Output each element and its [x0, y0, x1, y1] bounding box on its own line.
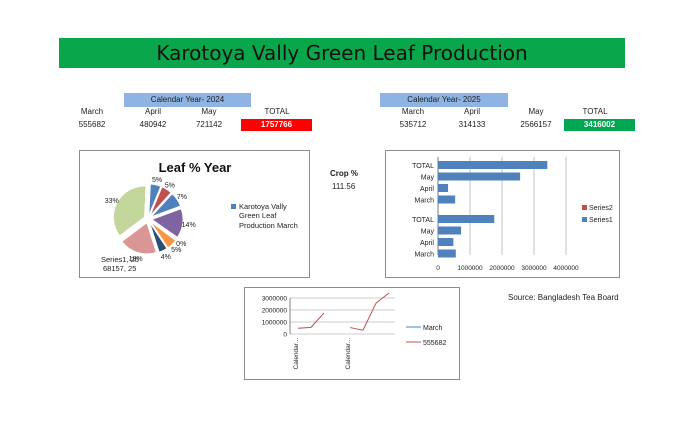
bar: [438, 195, 456, 204]
bar-category-label: April: [420, 186, 434, 193]
pie-chart-panel[interactable]: Leaf % Year 5% 5% 7% 14% 0% 5% 4% 18% 33% Karoto…: [79, 150, 310, 278]
pie-legend-line-2: Green Leaf: [239, 211, 277, 220]
pie-slice: [149, 222, 168, 253]
val-april-2025: 314133: [458, 120, 486, 129]
pie-slice: [148, 183, 162, 216]
pie-slice: [121, 222, 157, 255]
bar: [438, 226, 462, 235]
line-legend-555682: 555682: [423, 340, 446, 347]
line-y-tick-labels: 3000000 2000000 1000000 0: [262, 296, 288, 339]
pie-slice-label: 14%: [182, 222, 196, 229]
pie-slice-label: 4%: [161, 254, 171, 261]
pie-chart-title: Leaf % Year: [159, 160, 232, 175]
val-march-2025: 535712: [399, 120, 427, 129]
pie-slice-label: 33%: [105, 198, 119, 205]
line-series-path: [297, 312, 325, 329]
bar: [438, 161, 548, 169]
pie-slice-label: 5%: [165, 182, 175, 189]
bar: [438, 215, 495, 223]
line-y-tick-label: 2000000: [262, 308, 288, 315]
bar-series: [438, 161, 548, 258]
pie-slice-label: 5%: [171, 247, 181, 254]
bar: [438, 184, 449, 192]
page-title: Karotoya Vally Green Leaf Production: [59, 38, 625, 68]
bar-x-tick-label: 2000000: [489, 265, 515, 272]
pie-slice: [113, 185, 147, 237]
bar: [438, 238, 454, 246]
pie-slice-labels: 5%5%7%14%0%5%4%18%33%: [105, 177, 196, 263]
bar-x-tick-label: 0: [436, 265, 440, 272]
bar-chart: TOTAL May April March TOTAL May April March 0 10…: [412, 157, 613, 272]
line-gridlines: [289, 297, 395, 335]
bar-category-label: May: [421, 175, 435, 182]
val-march-2024: 555682: [78, 120, 106, 129]
pie-slice-label: 7%: [177, 194, 187, 201]
col-total-2024: TOTAL: [264, 107, 290, 116]
pie-slice: [149, 186, 172, 216]
line-chart-panel[interactable]: 3000000 2000000 1000000 0 Calendar... Calend…: [244, 287, 460, 380]
pie-slices: [113, 183, 184, 255]
bar-x-tick-label: 1000000: [457, 265, 483, 272]
col-may-2025: May: [528, 107, 544, 116]
line-y-tick-label: 0: [283, 332, 287, 339]
pie-slice-label: 0%: [176, 241, 186, 248]
bar: [438, 172, 521, 181]
col-april-2024: April: [144, 107, 161, 116]
bar-x-tick-label: 3000000: [521, 265, 547, 272]
pie-callout-line-2: 68157, 25: [103, 264, 136, 273]
bar: [438, 249, 456, 258]
pie-slice: [151, 193, 181, 218]
bar-category-label: March: [415, 198, 435, 205]
bar-legend-swatch-series2: [582, 205, 587, 210]
col-april-2025: April: [463, 107, 480, 116]
bar-gridlines: [437, 157, 567, 255]
line-x-tick-label: Calendar...: [293, 338, 300, 370]
col-march-2025: March: [401, 107, 425, 116]
col-march-2024: March: [80, 107, 104, 116]
bar-legend-series2: Series2: [589, 205, 613, 212]
bar-category-labels: TOTAL May April March TOTAL May April March: [412, 163, 434, 259]
pie-legend-line-1: Karotoya Vally: [239, 202, 287, 211]
pie-legend-swatch: [231, 204, 236, 209]
pie-chart: Leaf % Year 5%5%7%14%0%5%4%18%33% Karoto…: [101, 160, 298, 273]
val-may-2024: 721142: [195, 120, 223, 129]
bar-chart-panel[interactable]: TOTAL May April March TOTAL May April March 0 10…: [385, 150, 620, 278]
source-note: Source: Bangladesh Tea Board: [508, 293, 619, 302]
line-y-tick-label: 3000000: [262, 296, 288, 303]
pie-legend-line-3: Production March: [239, 221, 298, 230]
total-2024-value: 1757766: [241, 119, 312, 131]
line-series: [297, 292, 390, 331]
pie-slice: [151, 208, 184, 238]
pie-slice: [150, 221, 177, 249]
bar-legend-series1: Series1: [589, 217, 613, 224]
bar-category-label: TOTAL: [412, 217, 434, 224]
line-x-tick-labels: Calendar... Calendar...: [293, 338, 352, 370]
bar-category-label: April: [420, 240, 434, 247]
bar-legend-swatch-series1: [582, 217, 587, 222]
bar-category-label: March: [415, 252, 435, 259]
total-2025-value: 3416002: [564, 119, 635, 131]
line-series-path: [349, 292, 390, 331]
pie-slice-label: 18%: [129, 256, 143, 263]
line-x-tick-label: Calendar...: [345, 338, 352, 370]
pie-slice-label: 5%: [152, 177, 162, 184]
pie-callout-line-1: Series1, 25: [101, 255, 139, 264]
col-may-2024: May: [201, 107, 217, 116]
val-april-2024: 480942: [139, 120, 167, 129]
bar-x-tick-label: 4000000: [553, 265, 579, 272]
crop-percent-value: 111.56: [332, 182, 356, 191]
bar-category-label: TOTAL: [412, 163, 434, 170]
line-legend-march: March: [423, 325, 443, 332]
calendar-year-2024-header: Calendar Year- 2024: [124, 93, 251, 107]
pie-slice: [151, 221, 178, 241]
calendar-year-2025-header: Calendar Year- 2025: [380, 93, 508, 107]
bar-x-tick-labels: 0 1000000 2000000 3000000 4000000: [436, 265, 579, 272]
crop-percent-label: Crop %: [330, 169, 358, 178]
col-total-2025: TOTAL: [582, 107, 608, 116]
val-may-2025: 2566157: [520, 120, 552, 129]
bar-category-label: May: [421, 229, 435, 236]
line-y-tick-label: 1000000: [262, 320, 288, 327]
